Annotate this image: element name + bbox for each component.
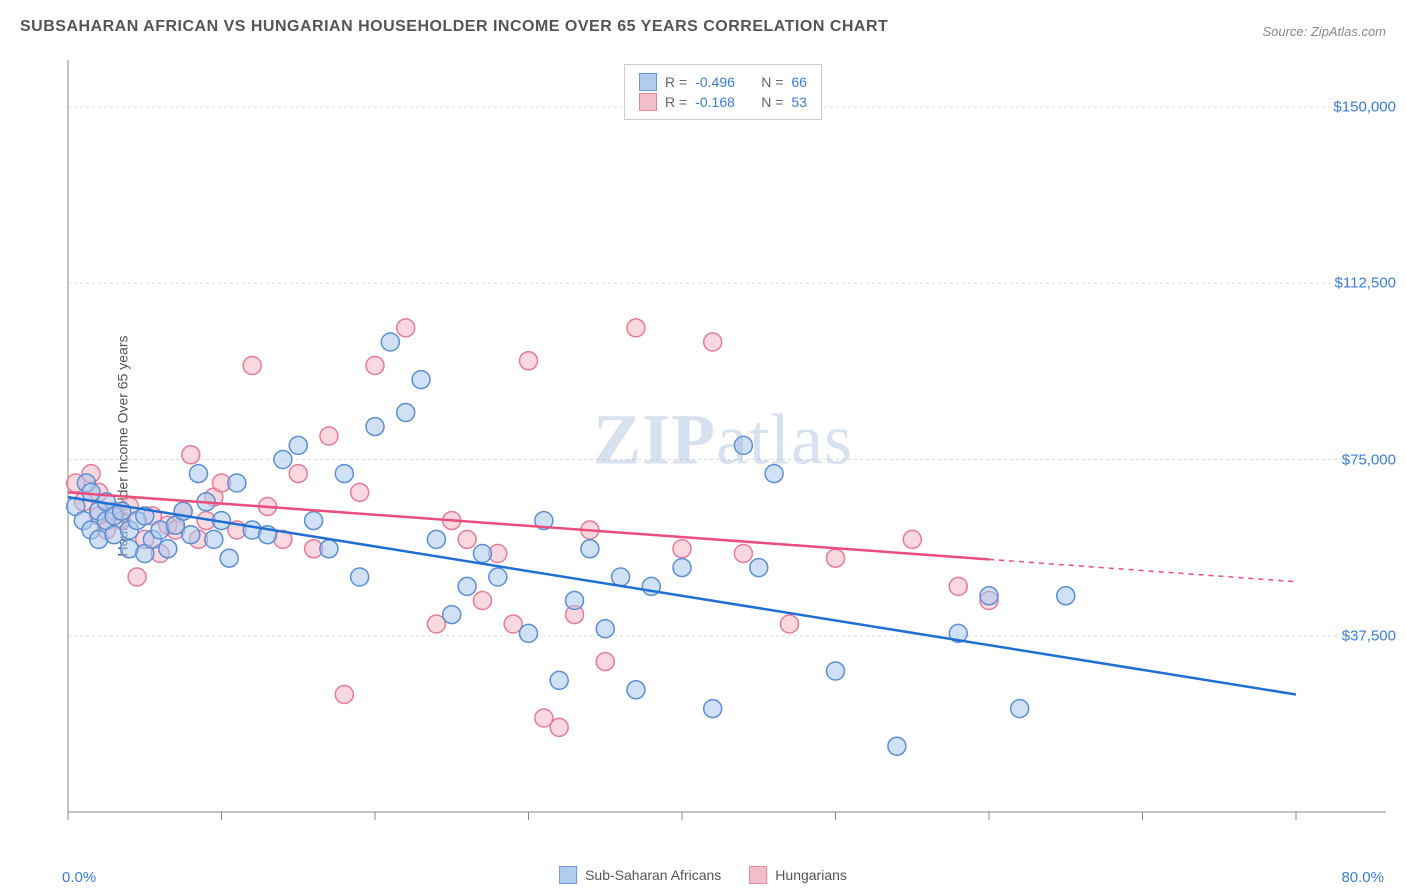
y-tick-label: $150,000 xyxy=(1333,99,1396,116)
swatch-series-1 xyxy=(639,93,657,111)
x-axis-max-label: 80.0% xyxy=(1341,869,1384,886)
chart-title: SUBSAHARAN AFRICAN VS HUNGARIAN HOUSEHOL… xyxy=(20,18,888,36)
legend-item-1: Hungarians xyxy=(749,866,847,884)
legend-item-0: Sub-Saharan Africans xyxy=(559,866,721,884)
legend-label-0: Sub-Saharan Africans xyxy=(585,867,721,883)
legend-swatch-1 xyxy=(749,866,767,884)
legend-label-1: Hungarians xyxy=(775,867,847,883)
y-tick-label: $37,500 xyxy=(1342,627,1396,644)
r-label: R = xyxy=(665,94,687,110)
y-tick-label: $75,000 xyxy=(1342,451,1396,468)
correlation-row-1: R = -0.168 N = 53 xyxy=(639,93,807,111)
x-axis-min-label: 0.0% xyxy=(62,869,96,886)
source-attribution: Source: ZipAtlas.com xyxy=(1262,24,1386,39)
n-value-0: 66 xyxy=(791,74,807,90)
legend-swatch-0 xyxy=(559,866,577,884)
r-value-1: -0.168 xyxy=(695,94,753,110)
n-label: N = xyxy=(761,94,783,110)
y-tick-label: $112,500 xyxy=(1335,275,1396,292)
scatter-plot xyxy=(60,60,1386,852)
swatch-series-0 xyxy=(639,73,657,91)
r-label: R = xyxy=(665,74,687,90)
n-value-1: 53 xyxy=(791,94,807,110)
correlation-row-0: R = -0.496 N = 66 xyxy=(639,73,807,91)
correlation-legend: R = -0.496 N = 66 R = -0.168 N = 53 xyxy=(624,64,822,120)
n-label: N = xyxy=(761,74,783,90)
r-value-0: -0.496 xyxy=(695,74,753,90)
chart-container: ZIPatlas R = -0.496 N = 66 R = -0.168 N … xyxy=(60,60,1386,852)
series-legend: Sub-Saharan Africans Hungarians xyxy=(559,866,847,884)
